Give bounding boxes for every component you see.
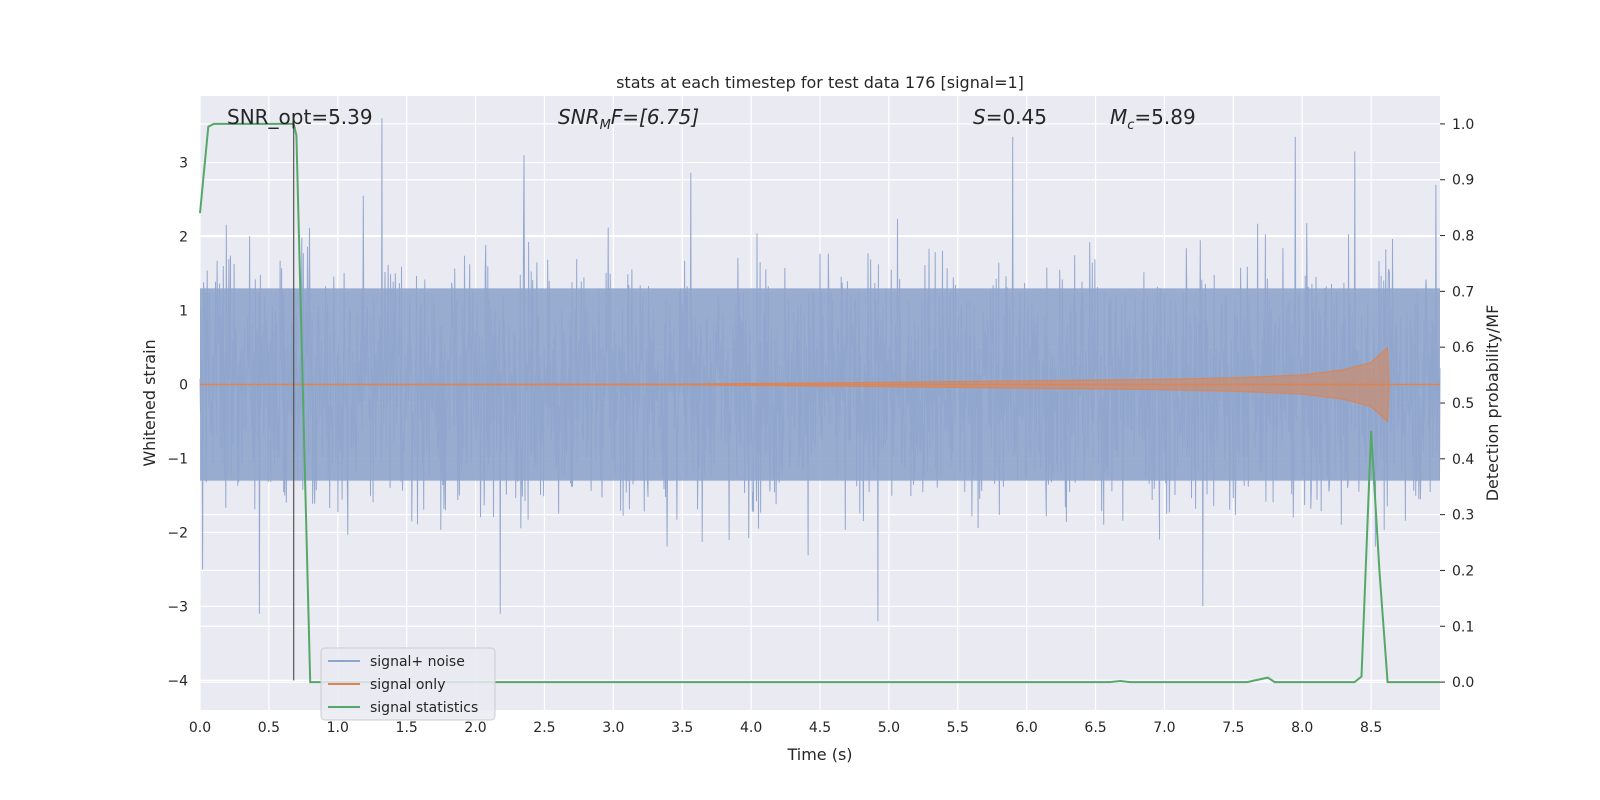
legend-box — [320, 647, 496, 721]
y-tick-4: −1 — [167, 451, 188, 467]
x-tick-15: 7.5 — [1222, 720, 1244, 736]
y2-tick-0: 1.0 — [1452, 117, 1474, 133]
x-tick-0: 0.0 — [189, 720, 211, 736]
x-tick-4: 2.0 — [464, 720, 486, 736]
y-tick-7: −4 — [167, 673, 188, 689]
y2-tick-6: 0.4 — [1452, 452, 1474, 468]
x-tick-9: 4.5 — [809, 720, 831, 736]
y-axis-label: Whitened strain — [140, 339, 159, 466]
y2-tick-4: 0.6 — [1452, 340, 1474, 356]
y-tick-1: 2 — [179, 230, 188, 246]
x-tick-12: 6.0 — [1016, 720, 1038, 736]
y-tick-0: 3 — [179, 156, 188, 172]
legend: signal+ noise signal only signal statist… — [320, 647, 496, 721]
y2-axis-label: Detection probability/MF — [1483, 305, 1502, 502]
y2-tick-5: 0.5 — [1452, 396, 1474, 412]
x-tick-2: 1.0 — [327, 720, 349, 736]
y-tick-5: −2 — [167, 525, 188, 541]
x-tick-17: 8.5 — [1360, 720, 1382, 736]
x-axis-label: Time (s) — [786, 745, 852, 764]
y2-tick-1: 0.9 — [1452, 173, 1474, 189]
legend-label-noise: signal+ noise — [370, 654, 465, 670]
annotation-snr-mf: SNRMF=[6.75] — [558, 105, 699, 133]
y-tick-2: 1 — [179, 304, 188, 320]
y-tick-3: 0 — [179, 378, 188, 394]
y-tick-labels: 3 2 1 0 −1 −2 −3 −4 — [167, 156, 188, 690]
y2-tick-3: 0.7 — [1452, 284, 1474, 300]
y2-tick-7: 0.3 — [1452, 508, 1474, 524]
x-tick-14: 7.0 — [1153, 720, 1175, 736]
x-tick-13: 6.5 — [1084, 720, 1106, 736]
x-tick-3: 1.5 — [396, 720, 418, 736]
y2-tick-labels: 1.0 0.9 0.8 0.7 0.6 0.5 0.4 0.3 0.2 0.1 0.0 — [1452, 117, 1474, 691]
legend-label-stats: signal statistics — [370, 700, 478, 716]
legend-label-signal: signal only — [370, 677, 445, 693]
annotation-s: S=0.45 — [973, 105, 1047, 129]
chart-title: stats at each timestep for test data 176… — [616, 73, 1024, 92]
x-tick-16: 8.0 — [1291, 720, 1313, 736]
x-tick-11: 5.5 — [947, 720, 969, 736]
y2-tick-2: 0.8 — [1452, 229, 1474, 245]
y-tick-6: −3 — [167, 599, 188, 615]
annotation-mc: Mc=5.89 — [1110, 105, 1196, 133]
x-tick-6: 3.0 — [602, 720, 624, 736]
x-tick-labels: 0.0 0.5 1.0 1.5 2.0 2.5 3.0 3.5 4.0 4.5 5.0 5.5 6.0 6… — [189, 720, 1382, 736]
y2-tick-10: 0.0 — [1452, 675, 1474, 691]
x-tick-10: 5.0 — [878, 720, 900, 736]
x-tick-8: 4.0 — [740, 720, 762, 736]
annotation-snr-opt: SNR_opt=5.39 — [227, 105, 373, 129]
x-tick-7: 3.5 — [671, 720, 693, 736]
x-tick-5: 2.5 — [533, 720, 555, 736]
x-tick-1: 0.5 — [258, 720, 280, 736]
y2-tick-9: 0.1 — [1452, 619, 1474, 635]
series-signal-only — [199, 346, 1440, 423]
series-signal-statistics — [199, 122, 1440, 684]
y2-tick-8: 0.2 — [1452, 563, 1474, 579]
